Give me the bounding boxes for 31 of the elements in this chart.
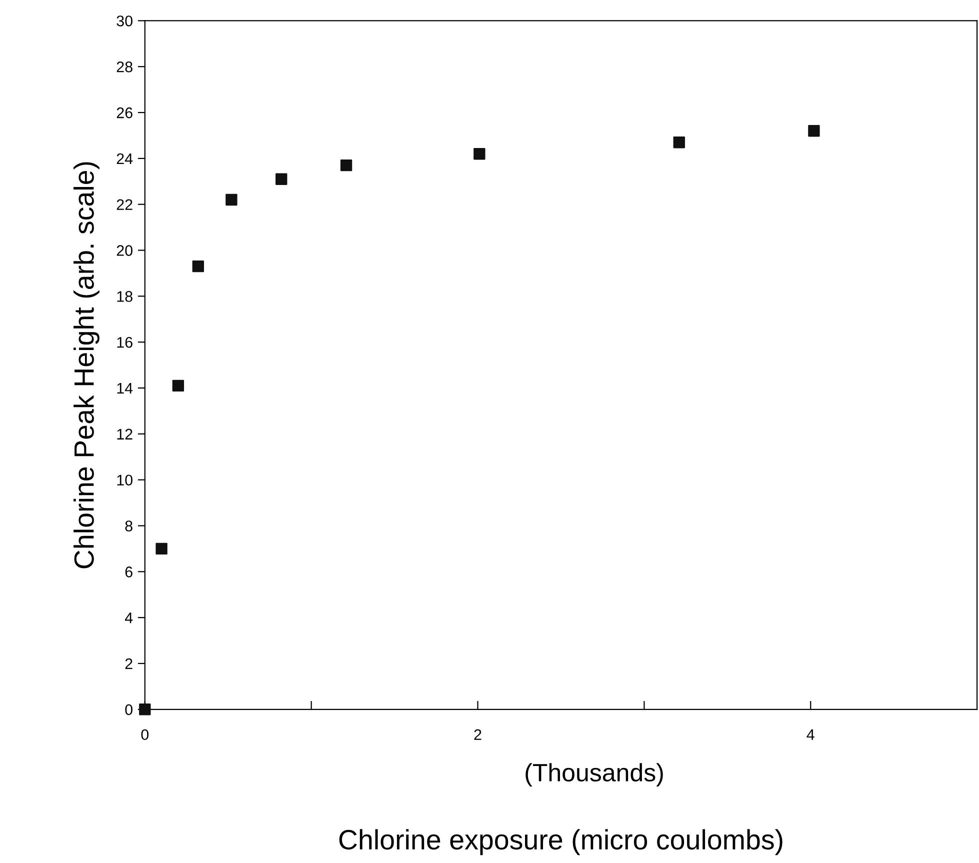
- point: [808, 125, 820, 137]
- y-tick-label: 10: [117, 474, 132, 486]
- y-tick-label: 14: [117, 383, 133, 394]
- y-tick-label: 0: [125, 704, 132, 716]
- point: [226, 194, 238, 206]
- y-tick-label: 26: [116, 107, 132, 118]
- point: [156, 542, 168, 555]
- point: [673, 136, 685, 148]
- y-tick-label: 20: [116, 245, 132, 256]
- x-axis-title: Chlorine exposure (micro coulombs): [339, 829, 782, 856]
- y-tick-label: 16: [117, 336, 132, 348]
- point: [192, 260, 204, 272]
- x-tick-label: 4: [806, 729, 814, 740]
- x-tick-label: 2: [474, 729, 482, 740]
- y-tick-label: 6: [125, 566, 132, 578]
- x-tick-label: 0: [141, 729, 149, 740]
- y-tick-label: 2: [125, 658, 132, 670]
- y-tick-label: 30: [116, 16, 132, 26]
- point: [474, 148, 486, 160]
- y-tick-label: 4: [124, 612, 133, 624]
- y-axis-title: Chlorine Peak Height (arb. scale): [74, 162, 100, 568]
- point: [172, 380, 184, 392]
- y-tick-label: 22: [116, 199, 132, 210]
- y-tick-label: 28: [116, 61, 132, 72]
- y-tick-label: 12: [117, 428, 132, 440]
- point: [340, 159, 352, 172]
- text: (Thousands): [526, 763, 663, 786]
- y-tick-label: 18: [117, 291, 132, 302]
- y-tick-label: 24: [116, 153, 133, 164]
- y-tick-label: 8: [125, 520, 132, 532]
- point: [276, 173, 288, 185]
